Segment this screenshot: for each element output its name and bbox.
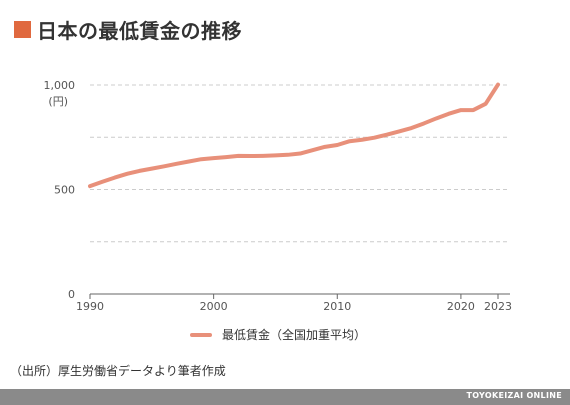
series-line bbox=[88, 82, 500, 189]
legend: 最低賃金（全国加重平均） bbox=[190, 326, 366, 343]
y-tick-label: 1,000 bbox=[44, 79, 76, 92]
x-tick-label: 2023 bbox=[484, 300, 512, 313]
y-unit-label: (円) bbox=[48, 95, 68, 108]
x-tick-label: 2000 bbox=[200, 300, 228, 313]
footer-bar: TOYOKEIZAI ONLINE bbox=[0, 389, 570, 405]
axes bbox=[89, 293, 510, 299]
footer-brand: TOYOKEIZAI ONLINE bbox=[466, 391, 562, 400]
source-note: （出所）厚生労働省データより筆者作成 bbox=[10, 364, 226, 378]
y-tick-label: 0 bbox=[68, 288, 75, 301]
x-tick-label: 1990 bbox=[76, 300, 104, 313]
gridlines bbox=[90, 84, 510, 243]
y-tick-label: 500 bbox=[54, 184, 75, 197]
x-tick-label: 2020 bbox=[447, 300, 475, 313]
chart-title-text: 日本の最低賃金の推移 bbox=[37, 18, 242, 43]
title-marker-square bbox=[14, 20, 31, 38]
legend-swatch bbox=[190, 332, 212, 337]
x-tick-label: 2010 bbox=[323, 300, 351, 313]
series bbox=[88, 82, 500, 189]
tick-labels: 1990 2000 2010 2020 2023 0 500 1,000 (円) bbox=[44, 79, 513, 313]
legend-label: 最低賃金（全国加重平均） bbox=[222, 328, 367, 342]
chart-title: 日本の最低賃金の推移 bbox=[14, 14, 242, 44]
